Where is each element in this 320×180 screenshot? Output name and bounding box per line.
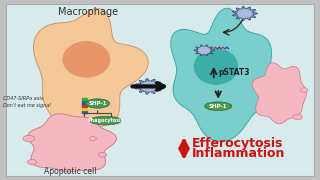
Ellipse shape (205, 102, 232, 111)
Text: Phagocytosis: Phagocytosis (87, 118, 124, 123)
Text: SHP-1: SHP-1 (88, 101, 107, 106)
Circle shape (141, 82, 156, 91)
Text: SHP-1: SHP-1 (209, 104, 228, 109)
Bar (82, 104, 87, 107)
Polygon shape (171, 8, 272, 141)
Circle shape (238, 10, 252, 17)
Polygon shape (252, 63, 307, 124)
Ellipse shape (86, 99, 109, 108)
Polygon shape (233, 6, 258, 21)
Ellipse shape (63, 42, 109, 77)
Polygon shape (194, 45, 214, 56)
Text: CD47-SIRPa axis
Don't eat me signal: CD47-SIRPa axis Don't eat me signal (3, 96, 51, 107)
Circle shape (28, 159, 36, 165)
Circle shape (293, 114, 302, 120)
Bar (82, 107, 87, 110)
Text: Apoptotic cell: Apoptotic cell (44, 167, 97, 176)
Text: Efferocytosis: Efferocytosis (192, 137, 284, 150)
Text: Inflammation: Inflammation (192, 147, 285, 160)
Ellipse shape (90, 116, 122, 125)
Text: pSTAT3: pSTAT3 (218, 68, 250, 76)
Circle shape (23, 135, 35, 142)
Bar (82, 101, 87, 104)
Polygon shape (28, 114, 116, 172)
Polygon shape (135, 78, 163, 94)
Circle shape (300, 88, 308, 92)
Circle shape (98, 152, 107, 157)
Circle shape (89, 137, 96, 141)
Ellipse shape (194, 49, 237, 84)
Bar (82, 111, 87, 113)
Circle shape (199, 47, 210, 53)
Bar (82, 98, 87, 100)
FancyBboxPatch shape (6, 4, 314, 176)
Text: Macrophage: Macrophage (58, 7, 118, 17)
Polygon shape (34, 9, 148, 137)
